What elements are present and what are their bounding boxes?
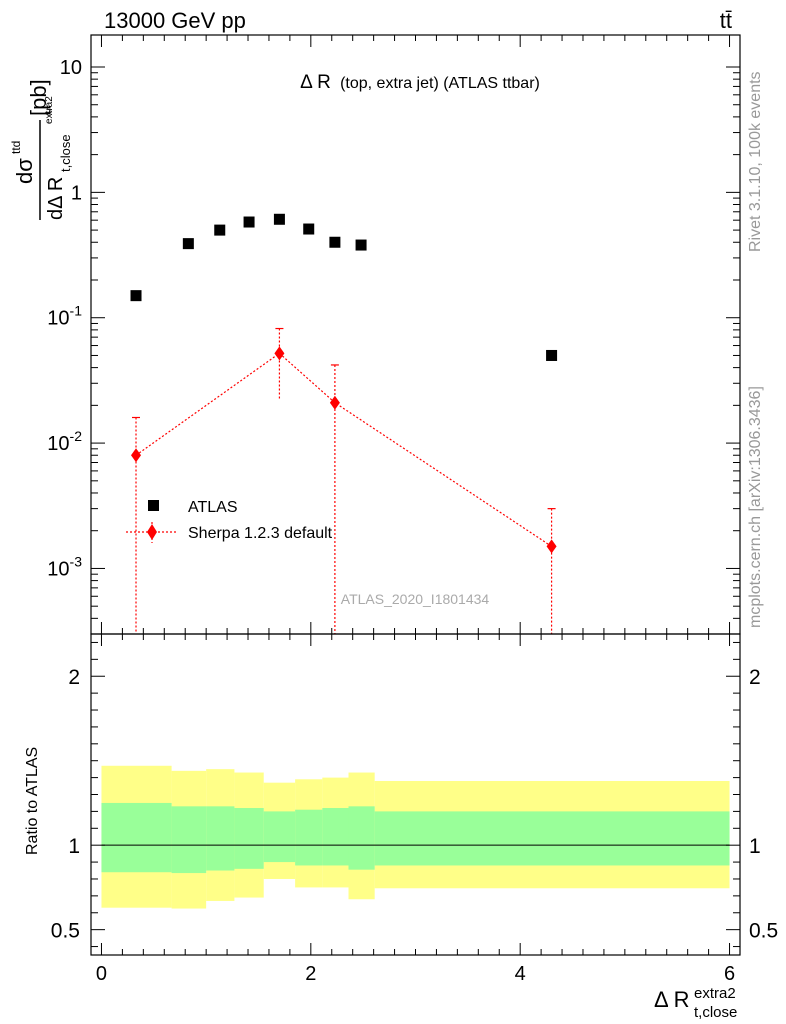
atlas-point bbox=[182, 238, 194, 250]
x-axis-label-sup: extra2 bbox=[694, 985, 736, 1002]
ratio-band-inner-bin bbox=[171, 806, 207, 874]
atlas-point bbox=[243, 216, 255, 228]
atlas-point bbox=[329, 236, 341, 248]
legend-atlas-marker bbox=[148, 500, 159, 511]
ratio-y-tick-label-left: 2 bbox=[68, 666, 80, 689]
process-label: tt̄ bbox=[720, 8, 732, 33]
legend-sherpa-label: Sherpa 1.2.3 default bbox=[188, 525, 333, 542]
ratio-y-tick-label-right: 2 bbox=[749, 666, 761, 689]
y-tick-label: 10 bbox=[60, 57, 82, 79]
ratio-band-inner-bin bbox=[295, 809, 323, 866]
main-ylabel-unit: [pb] bbox=[26, 79, 51, 116]
rivet-version-label: Rivet 3.1.10, 100k events bbox=[747, 71, 764, 252]
x-axis-label-main: Δ R bbox=[654, 987, 689, 1012]
main-ylabel-den-sup: extra2 bbox=[44, 96, 55, 124]
main-title-main: Δ R bbox=[300, 72, 331, 93]
x-axis-label-sub: t,close bbox=[694, 1004, 737, 1021]
atlas-point bbox=[355, 239, 367, 251]
ratio-band-inner-bin bbox=[374, 811, 730, 866]
y-tick-label-base: 10 bbox=[47, 558, 69, 580]
legend: ATLAS Sherpa 1.2.3 default bbox=[126, 499, 333, 543]
atlas-point bbox=[130, 290, 142, 302]
sherpa-point bbox=[546, 539, 557, 554]
ratio-y-tick-label-left: 1 bbox=[68, 835, 80, 858]
main-title-rest: (top, extra jet) (ATLAS ttbar) bbox=[340, 75, 540, 92]
y-tick-label: 10-1 bbox=[47, 303, 82, 330]
y-tick-label-exp: -3 bbox=[70, 553, 83, 569]
atlas-point bbox=[214, 224, 226, 236]
y-tick-label-base: 10 bbox=[47, 308, 69, 330]
watermark-label: ATLAS_2020_I1801434 bbox=[341, 591, 490, 607]
atlas-point bbox=[303, 223, 315, 235]
x-axis-label: Δ R extra2 t,close bbox=[654, 985, 737, 1021]
main-frame bbox=[90, 34, 741, 635]
ratio-band-inner-bin bbox=[234, 808, 264, 869]
x-tick-label: 4 bbox=[515, 963, 526, 985]
atlas-point bbox=[546, 349, 558, 361]
ratio-band-inner-bin bbox=[348, 806, 375, 870]
ratio-y-tick-label-right: 1 bbox=[749, 835, 761, 858]
y-tick-label-exp: -2 bbox=[70, 428, 83, 444]
main-ylabel-num: dσ bbox=[12, 158, 37, 184]
sherpa-point bbox=[131, 448, 142, 463]
x-tick-label: 2 bbox=[305, 963, 316, 985]
y-tick-label: 1 bbox=[71, 182, 82, 204]
y-tick-label: 10-2 bbox=[47, 428, 82, 455]
ratio-band-inner-bin bbox=[263, 811, 296, 863]
axes bbox=[90, 34, 741, 956]
ratio-ylabel: Ratio to ATLAS bbox=[24, 747, 41, 855]
main-series bbox=[130, 213, 558, 634]
mcplots-label: mcplots.cern.ch [arXiv:1306.3436] bbox=[747, 386, 764, 628]
legend-atlas-label: ATLAS bbox=[188, 499, 238, 516]
x-tick-label: 6 bbox=[724, 963, 735, 985]
ratio-y-tick-label-left: 0.5 bbox=[51, 920, 80, 943]
main-ylabel-num-sup: ttd bbox=[9, 141, 23, 154]
sherpa-point bbox=[274, 346, 285, 361]
x-tick-label: 0 bbox=[96, 963, 107, 985]
main-title: Δ R (top, extra jet) (ATLAS ttbar) bbox=[300, 72, 540, 93]
main-ylabel-den: dΔ R bbox=[45, 177, 67, 220]
y-tick-label-exp: -1 bbox=[70, 303, 83, 319]
ratio-bands bbox=[101, 765, 730, 909]
sherpa-line bbox=[135, 352, 552, 547]
ratio-band-inner-bin bbox=[101, 802, 172, 873]
energy-label: 13000 GeV pp bbox=[104, 8, 246, 33]
atlas-point bbox=[273, 213, 285, 225]
main-ylabel-den-sub: t,close bbox=[58, 134, 73, 172]
ratio-y-tick-label-right: 0.5 bbox=[749, 920, 778, 943]
main-ylabel: dσ ttd dΔ R t,close extra2 [pb] bbox=[9, 79, 73, 220]
sherpa-point bbox=[329, 395, 340, 410]
y-tick-label-base: 10 bbox=[47, 433, 69, 455]
ratio-band-inner-bin bbox=[206, 806, 235, 871]
ratio-band-inner-bin bbox=[322, 808, 349, 866]
legend-sherpa-marker bbox=[147, 524, 157, 540]
y-tick-label: 10-3 bbox=[47, 553, 82, 580]
